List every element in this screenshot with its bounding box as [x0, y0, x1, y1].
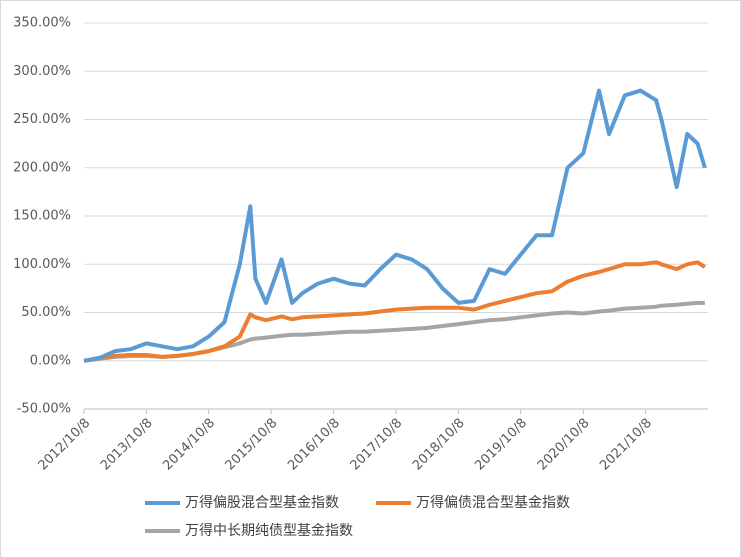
data-line — [83, 88, 707, 363]
y-tick-label: 300.00% — [13, 64, 71, 79]
legend-label: 万得中长期纯债型基金指数 — [185, 522, 353, 539]
y-tick-label: 350.00% — [13, 16, 71, 31]
legend-label: 万得偏股混合型基金指数 — [185, 494, 339, 511]
y-tick-label: 0.00% — [30, 353, 71, 368]
y-tick-label: 100.00% — [13, 257, 71, 272]
legend-label: 万得偏债混合型基金指数 — [416, 494, 570, 511]
data-line — [83, 260, 706, 363]
y-tick-label: 50.00% — [21, 305, 71, 320]
y-tick-label: 200.00% — [13, 160, 71, 175]
y-tick-label: 150.00% — [13, 209, 71, 224]
y-tick-label: 250.00% — [13, 112, 71, 127]
y-tick-label: -50.00% — [17, 402, 71, 417]
